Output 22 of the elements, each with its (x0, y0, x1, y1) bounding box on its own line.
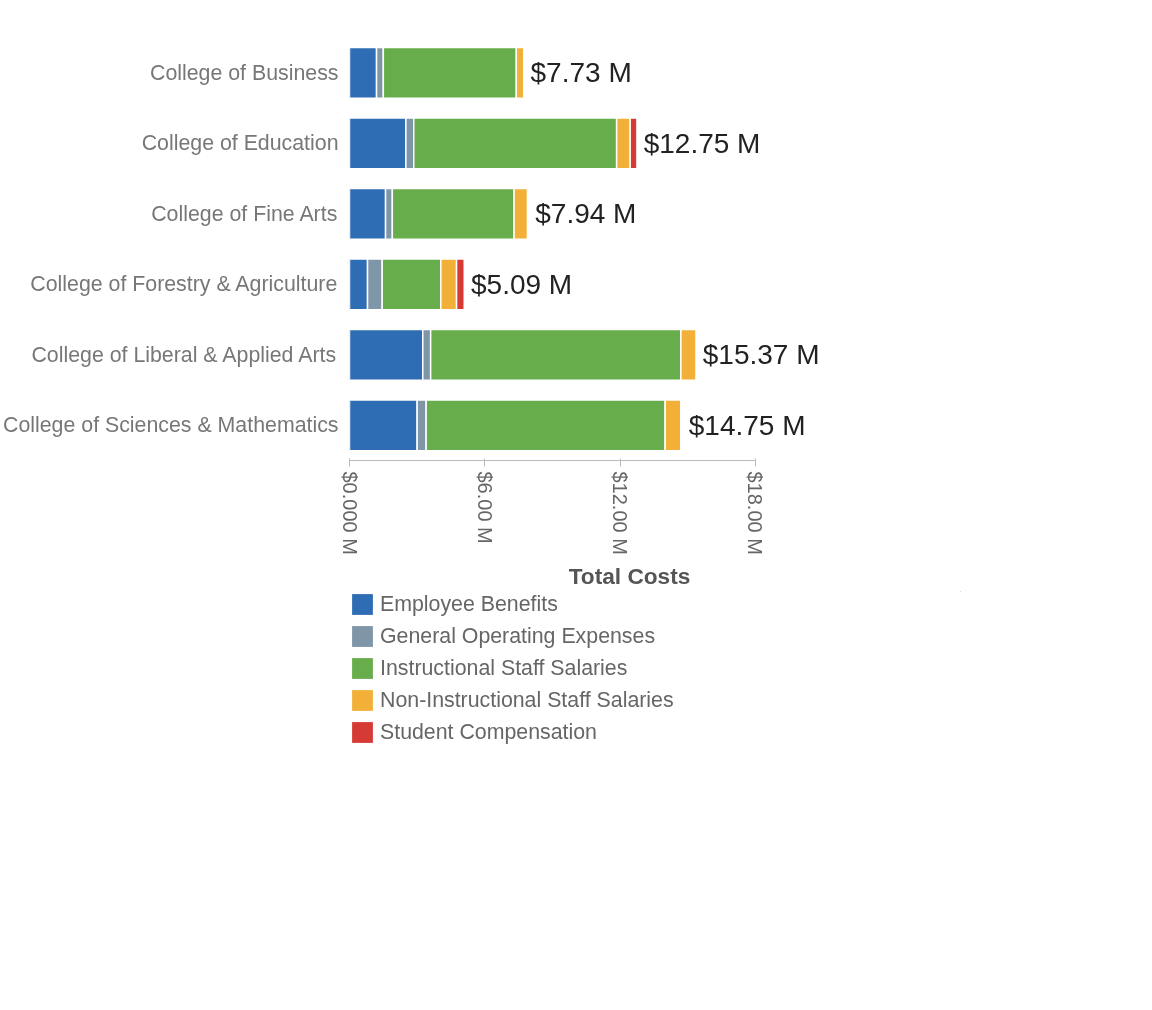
y-tick-label: College of Forestry & Agriculture (30, 272, 338, 297)
legend-label: Non-Instructional Staff Salaries (380, 687, 674, 713)
total-label: $14.75 M (688, 409, 806, 441)
legend-label: Employee Benefits (380, 591, 558, 617)
x-axis-title: Total Costs (568, 562, 691, 589)
x-tick-label: $6.00 M (473, 471, 496, 544)
x-tick-label: $12.00 M (609, 471, 632, 555)
y-tick-label: College of Fine Arts (151, 201, 338, 226)
total-label: $5.09 M (471, 268, 573, 300)
legend-label: Instructional Staff Salaries (380, 655, 628, 681)
total-label: $7.94 M (535, 198, 637, 230)
y-tick-label: College of Business (149, 60, 339, 85)
x-tick-label: $0.000 M (338, 471, 361, 555)
legend-label: Student Compensation (380, 719, 597, 745)
total-label: $15.37 M (702, 339, 820, 371)
legend-label: General Operating Expenses (380, 623, 656, 649)
y-tick-label: College of Education (141, 131, 339, 156)
y-tick-label: College of Liberal & Applied Arts (31, 342, 337, 367)
x-tick-label: $18.00 M (744, 471, 767, 555)
y-tick-label: College of Sciences & Mathematics (3, 413, 339, 438)
total-label: $12.75 M (643, 127, 761, 159)
total-label: $7.73 M (530, 57, 632, 89)
